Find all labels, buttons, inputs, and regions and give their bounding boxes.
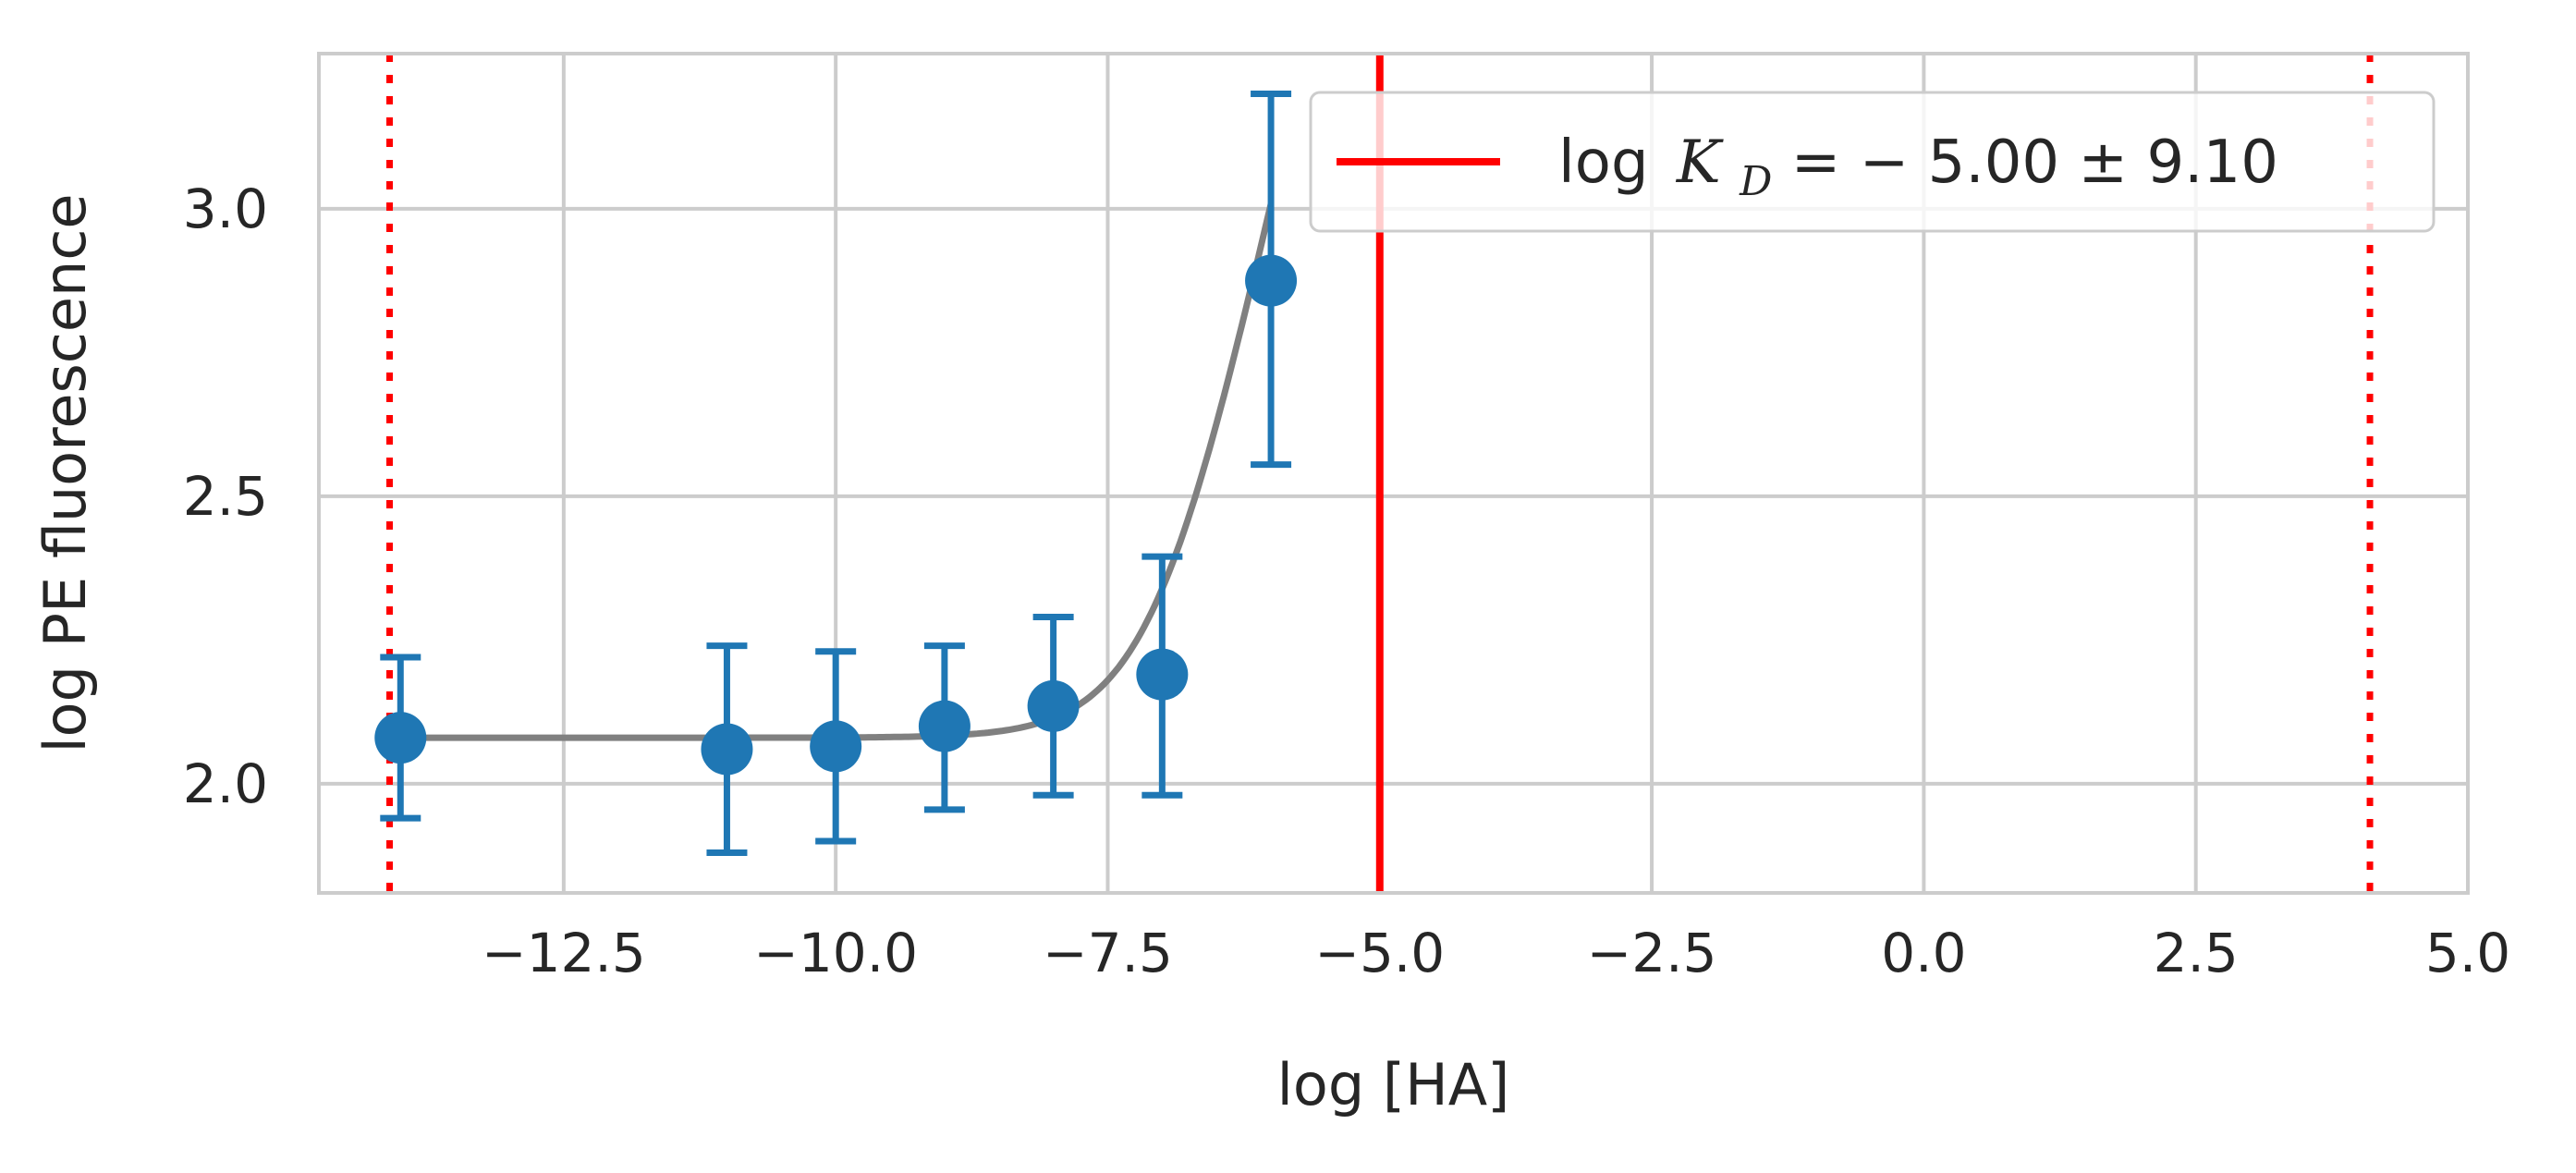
y-tick-label: 2.0 — [183, 752, 268, 815]
plot-frame — [317, 52, 2470, 895]
legend-box — [1309, 91, 2436, 233]
y-tick-label: 2.5 — [183, 465, 268, 528]
legend: log K D = − 5.00 ± 9.10 — [1309, 91, 2436, 233]
data-point — [810, 720, 862, 773]
data-points — [374, 254, 1298, 776]
y-tick-labels: 2.0 2.5 3.0 — [183, 177, 268, 815]
y-axis-label: log PE fluorescence — [31, 193, 99, 752]
data-point — [1136, 648, 1189, 701]
data-point — [1027, 679, 1080, 732]
data-point — [1245, 254, 1298, 307]
x-tick-label: 2.5 — [2154, 922, 2239, 984]
data-point — [701, 723, 753, 776]
data-point — [918, 700, 971, 752]
x-tick-label: −2.5 — [1587, 922, 1717, 984]
x-tick-labels: −12.5 −10.0 −7.5 −5.0 −2.5 0.0 2.5 5.0 — [482, 922, 2510, 984]
legend-entry-label: log K D = − 5.00 ± 9.10 — [1558, 128, 2278, 210]
x-tick-label: −5.0 — [1314, 922, 1445, 984]
x-tick-label: −7.5 — [1043, 922, 1173, 984]
x-axis-label: log [HA] — [1277, 1051, 1510, 1118]
y-tick-label: 3.0 — [183, 177, 268, 240]
data-point — [374, 712, 427, 764]
x-tick-label: 0.0 — [1881, 922, 1966, 984]
x-tick-label: −12.5 — [482, 922, 646, 984]
x-tick-label: 5.0 — [2425, 922, 2510, 984]
x-tick-label: −10.0 — [753, 922, 918, 984]
